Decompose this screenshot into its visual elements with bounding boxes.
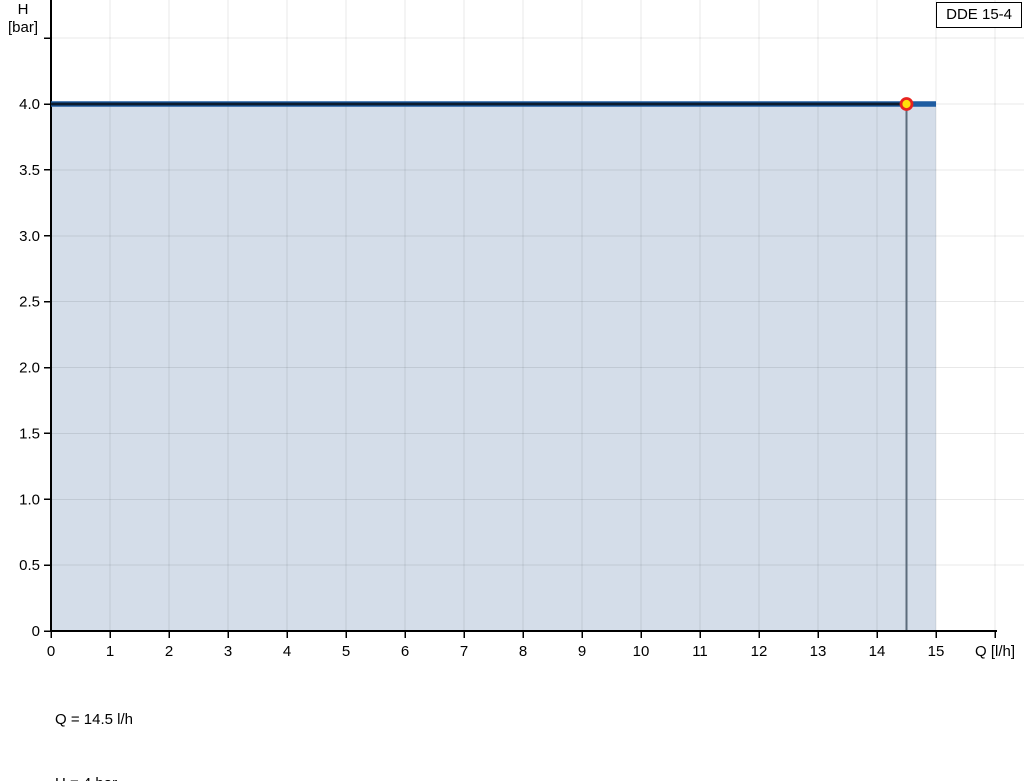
x-tick-label: 1 — [106, 643, 114, 660]
curve-area-fill — [51, 104, 936, 631]
y-tick-label: 3.5 — [19, 162, 40, 179]
x-tick-label: 11 — [692, 643, 708, 660]
operating-conditions: Q = 14.5 l/h H = 4 bar Pumped liquid = W… — [55, 666, 347, 781]
x-tick-label: 0 — [47, 643, 55, 660]
operating-point-marker — [899, 97, 914, 111]
y-tick-label: 4.0 — [19, 96, 40, 113]
x-tick-label: 13 — [810, 643, 827, 660]
x-tick-label: 15 — [928, 643, 945, 660]
x-tick-label: 7 — [460, 643, 468, 660]
y-tick-label: 0 — [32, 623, 40, 640]
x-tick-label: 10 — [633, 643, 650, 660]
x-tick-label: 4 — [283, 643, 291, 660]
x-tick-label: 2 — [165, 643, 173, 660]
annotation-flow: Q = 14.5 l/h — [55, 710, 133, 728]
y-tick-label: 1.5 — [19, 425, 40, 442]
x-tick-label: 6 — [401, 643, 409, 660]
model-label-box: DDE 15-4 — [936, 2, 1022, 28]
y-tick-label: 0.5 — [19, 557, 40, 574]
model-label: DDE 15-4 — [946, 6, 1012, 23]
x-tick-label: 9 — [578, 643, 586, 660]
x-axis-label: Q [l/h] — [975, 643, 1015, 660]
pump-curve-chart: 0 1 2 3 4 5 6 7 8 9 10 11 12 13 14 15 Q [l/h]00.51.01.52… — [19, 0, 1024, 660]
x-tick-label: 14 — [869, 643, 886, 660]
y-axis-name: H — [17, 1, 29, 18]
x-tick-label: 8 — [519, 643, 527, 660]
x-tick-label: 3 — [224, 643, 232, 660]
annotation-head: H = 4 bar — [55, 773, 347, 781]
x-tick-label: 5 — [342, 643, 350, 660]
y-tick-label: 1.0 — [19, 491, 40, 508]
y-tick-label: 2.0 — [19, 360, 40, 377]
x-tick-label: 12 — [751, 643, 768, 660]
y-tick-label: 3.0 — [19, 228, 40, 245]
y-axis-unit: [bar] — [7, 19, 38, 36]
y-tick-label: 2.5 — [19, 294, 40, 311]
